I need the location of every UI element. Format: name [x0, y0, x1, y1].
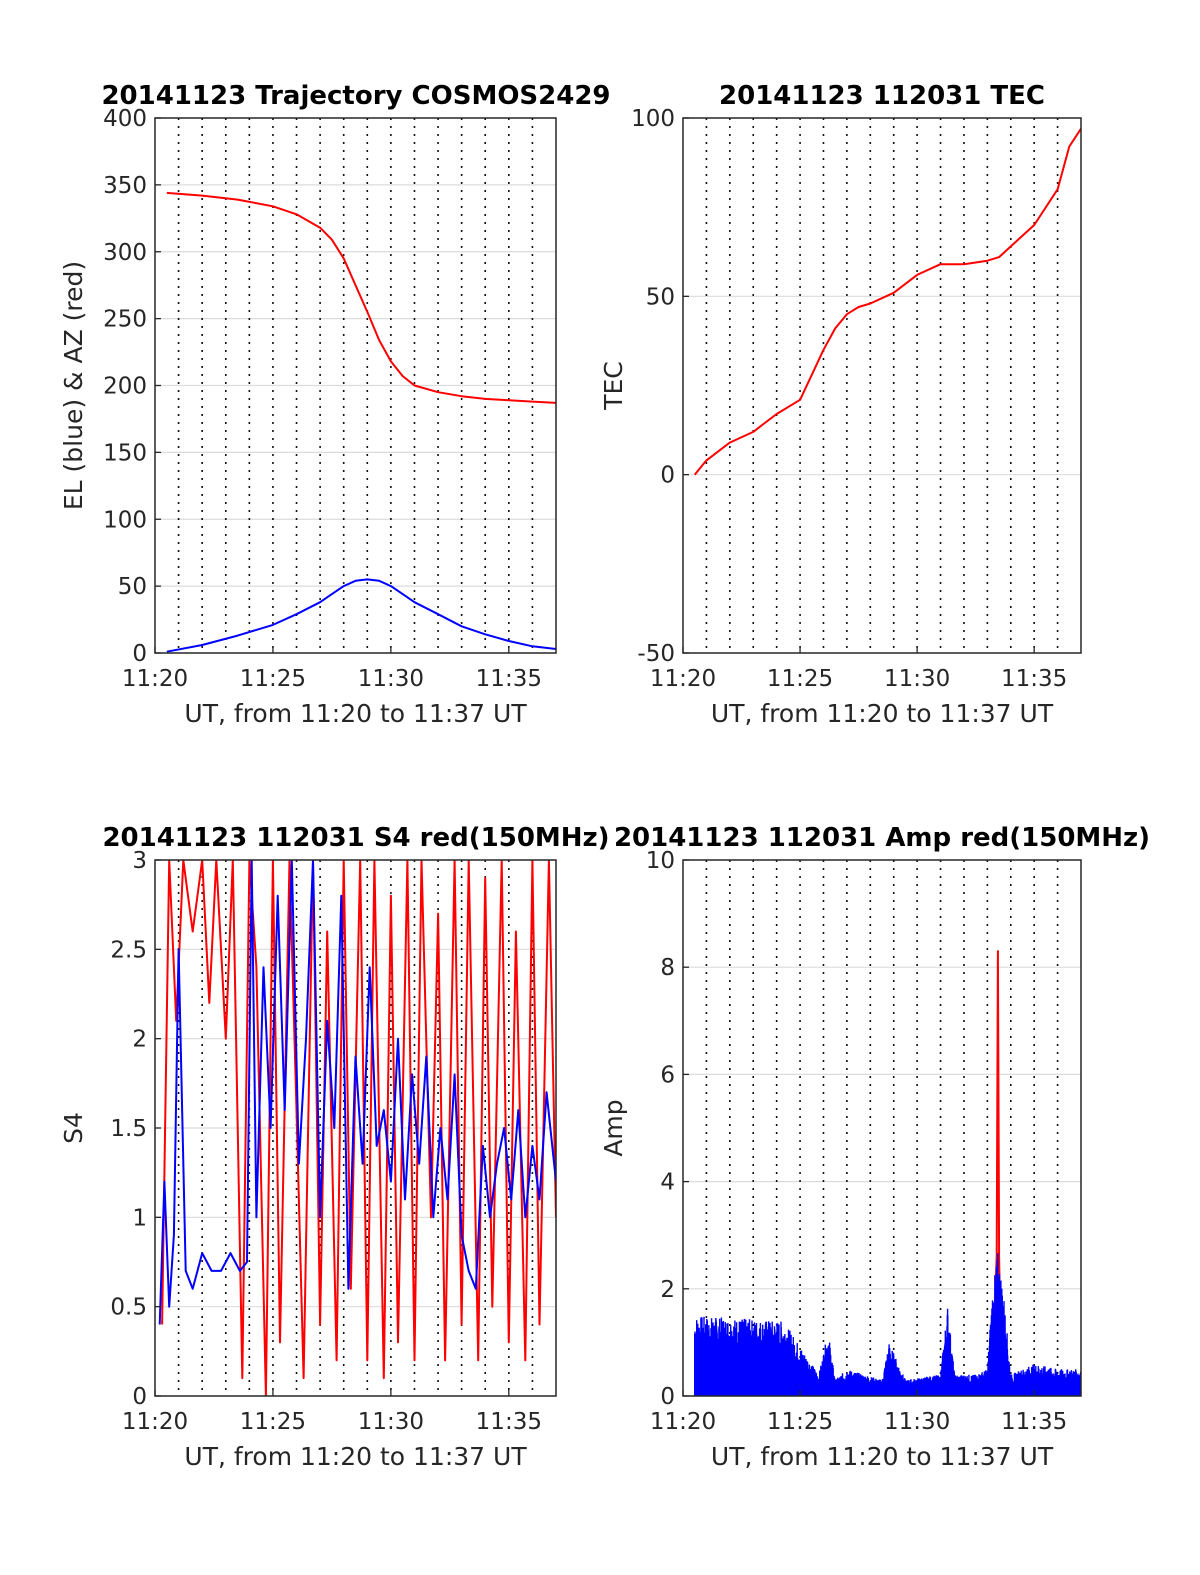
x-tick-label: 11:25	[767, 1409, 833, 1435]
y-tick-label: 0	[660, 1384, 675, 1410]
x-tick-label: 11:35	[1001, 666, 1067, 692]
chart-title: 20141123 112031 S4 red(150MHz)	[102, 823, 609, 853]
y-tick-label: 4	[660, 1170, 675, 1196]
x-tick-label: 11:20	[650, 1409, 716, 1435]
series-line-red	[166, 191, 556, 404]
y-tick-label: 2.5	[110, 937, 147, 963]
y-tick-label: 1.5	[110, 1116, 147, 1142]
series-band-blue	[694, 1253, 1081, 1396]
x-axis-label: UT, from 11:20 to 11:37 UT	[184, 699, 527, 728]
y-axis-label: S4	[59, 1112, 88, 1144]
series-line-blue	[166, 578, 556, 653]
chart-s4: 11:20 11:25 11:30 11:35 0 0.5 1 1.5 2 2.5 32014112…	[59, 823, 610, 1471]
chart-title: 20141123 112031 TEC	[719, 81, 1045, 111]
x-tick-label: 11:25	[240, 1409, 306, 1435]
axes-frame	[682, 117, 1082, 654]
x-tick-label: 11:35	[476, 1409, 542, 1435]
x-tick-label: 11:20	[122, 1409, 188, 1435]
y-tick-label: 3	[132, 848, 147, 874]
y-tick-label: 0	[132, 641, 147, 667]
y-tick-label: 100	[103, 507, 147, 533]
x-tick-label: 11:30	[358, 666, 424, 692]
y-tick-label: 0.5	[110, 1295, 147, 1321]
y-tick-label: -50	[637, 641, 675, 667]
x-tick-label: 11:20	[650, 666, 716, 692]
x-tick-label: 11:35	[1001, 1409, 1067, 1435]
y-tick-label: 400	[103, 106, 147, 132]
series-group	[166, 191, 556, 653]
x-axis-label: UT, from 11:20 to 11:37 UT	[711, 699, 1054, 728]
y-tick-label: 8	[660, 955, 675, 981]
y-tick-label: 50	[646, 284, 675, 310]
x-tick-label: 11:30	[884, 1409, 950, 1435]
x-tick-label: 11:35	[476, 666, 542, 692]
x-tick-label: 11:30	[358, 1409, 424, 1435]
series-line-blue	[158, 860, 556, 1325]
series-line-red	[693, 128, 1081, 476]
chart-tec: 11:20 11:25 11:30 11:35 -50 0 50 100 20141123 11…	[599, 81, 1082, 728]
y-tick-label: 250	[103, 307, 147, 333]
y-tick-label: 0	[660, 463, 675, 489]
y-tick-label: 200	[103, 374, 147, 400]
chart-title: 20141123 Trajectory COSMOS2429	[101, 81, 610, 111]
series-line-red	[161, 860, 556, 1396]
x-tick-label: 11:25	[767, 666, 833, 692]
x-tick-label: 11:30	[884, 666, 950, 692]
y-axis-label: TEC	[599, 361, 628, 411]
y-tick-label: 10	[646, 848, 675, 874]
y-tick-label: 100	[631, 106, 675, 132]
axes-frame	[682, 859, 1082, 1397]
y-axis-label: EL (blue) & AZ (red)	[59, 261, 88, 510]
chart-trajectory: 11:20 11:25 11:30 11:35 0 50 100 150 200 250 300 35…	[59, 81, 611, 728]
series-group	[693, 128, 1081, 476]
y-tick-label: 300	[103, 240, 147, 266]
y-tick-label: 0	[132, 1384, 147, 1410]
y-tick-label: 50	[118, 574, 147, 600]
y-tick-label: 6	[660, 1062, 675, 1088]
chart-title: 20141123 112031 Amp red(150MHz)	[614, 823, 1150, 853]
y-axis-label: Amp	[599, 1099, 628, 1156]
series-group	[694, 950, 1081, 1396]
y-tick-label: 1	[132, 1205, 147, 1231]
y-tick-label: 150	[103, 440, 147, 466]
x-tick-label: 11:20	[122, 666, 188, 692]
y-tick-label: 350	[103, 173, 147, 199]
y-tick-label: 2	[660, 1277, 675, 1303]
x-tick-label: 11:25	[240, 666, 306, 692]
x-axis-label: UT, from 11:20 to 11:37 UT	[711, 1442, 1054, 1471]
y-tick-label: 2	[132, 1027, 147, 1053]
x-axis-label: UT, from 11:20 to 11:37 UT	[184, 1442, 527, 1471]
series-group	[158, 860, 556, 1396]
